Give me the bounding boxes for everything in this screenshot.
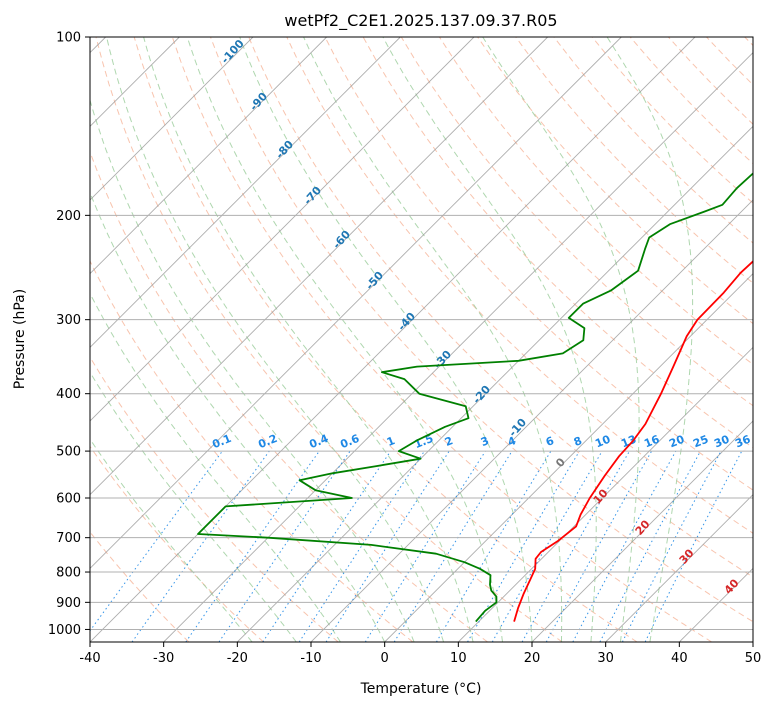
mixing-ratio-line: [298, 450, 425, 642]
x-tick-label: 10: [450, 651, 467, 666]
moist-adiabat-line: [90, 292, 341, 642]
mixing-ratio-line: [364, 450, 486, 642]
dry-adiabat-line: [171, 37, 712, 642]
mixing-ratio-label: 8: [572, 434, 584, 449]
isotherm-line: [90, 37, 327, 275]
x-tick-label: 40: [671, 651, 688, 666]
x-tick-label: -20: [227, 651, 248, 666]
dry-adiabat-line: [286, 37, 753, 534]
isotherm-line: [458, 346, 753, 642]
mixing-ratio-label: 3: [479, 434, 491, 449]
moist-adiabat-line: [186, 37, 503, 642]
mixing-ratio-label: 16: [642, 433, 661, 451]
y-tick-label: 900: [56, 596, 81, 611]
x-tick-label: 50: [745, 651, 762, 666]
isotherm-line: [531, 420, 753, 642]
y-tick-label: 400: [56, 387, 81, 402]
dry-adiabat-line: [90, 259, 414, 642]
isotherm-line: [237, 125, 753, 642]
isotherm-line: [163, 52, 753, 642]
moist-adiabat-line: [239, 37, 533, 642]
isotherm-line: [90, 37, 548, 496]
mixing-ratio-line: [185, 450, 320, 642]
y-tick-label: 300: [56, 313, 81, 328]
mixing-ratio-line: [325, 450, 450, 642]
mixing-ratio-label: 1: [385, 434, 397, 449]
mixing-ratio-label: 20: [667, 433, 686, 451]
isotherm-line: [90, 37, 401, 348]
isotherm-line: [90, 37, 696, 642]
dry-adiabat-line: [515, 37, 753, 284]
moist-adiabat-line: [303, 37, 563, 642]
y-tick-label: 800: [56, 566, 81, 581]
mixing-ratio-label: 36: [733, 433, 752, 451]
dewpoint-profile-line: [197, 172, 753, 623]
y-tick-label: 700: [56, 531, 81, 546]
moist-adiabat-line: [90, 438, 253, 642]
moist-adiabat-line: [382, 37, 597, 642]
x-tick-label: 20: [524, 651, 541, 666]
mixing-ratio-line: [393, 450, 513, 642]
chart-title: wetPf2_C2E1.2025.137.09.37.R05: [284, 11, 557, 31]
isotherm-line: [752, 641, 753, 642]
moist-adiabat-line: [482, 37, 640, 642]
dry-adiabat-line: [210, 37, 753, 623]
x-tick-label: -30: [153, 651, 174, 666]
plot-frame: [89, 36, 754, 643]
mixing-ratio-label: 2: [443, 434, 455, 449]
mixing-ratio-line: [262, 450, 392, 642]
mixing-ratio-label: 30: [712, 433, 731, 451]
moist-adiabat-line: [143, 37, 474, 642]
mixing-ratio-line: [599, 450, 701, 642]
y-tick-label: 1000: [48, 623, 81, 638]
mixing-ratio-line: [467, 450, 580, 642]
isotherm-line: [605, 494, 753, 642]
isotherm-line: [90, 37, 475, 422]
y-tick-label: 600: [56, 492, 81, 507]
dry-adiabat-line: [248, 37, 753, 578]
dry-adiabat-line: [133, 37, 638, 642]
y-tick-label: 100: [56, 31, 81, 46]
moist-adiabat-line: [90, 191, 386, 642]
mixing-ratio-line: [435, 450, 552, 642]
plot-background: [90, 37, 753, 642]
mixing-ratio-label: 25: [691, 433, 710, 451]
dry-adiabat-line: [324, 37, 753, 491]
isotherm-line: [90, 37, 254, 201]
moist-adiabat-line: [90, 371, 297, 642]
x-tick-label: 30: [597, 651, 614, 666]
temperature-profile-line: [513, 260, 753, 622]
isotherm-line: [90, 37, 622, 569]
dry-adiabat-line: [90, 445, 264, 642]
x-tick-label: -40: [79, 651, 100, 666]
moist-adiabat-line: [606, 37, 694, 642]
mixing-ratio-line: [218, 450, 351, 642]
y-axis-label: Pressure (hPa): [12, 289, 28, 389]
moist-adiabat-line: [106, 37, 445, 642]
isotherm-line: [310, 199, 753, 642]
y-tick-label: 200: [56, 209, 81, 224]
mixing-ratio-line: [572, 450, 677, 642]
mixing-ratio-label: 10: [593, 433, 612, 451]
mixing-ratio-label: 13: [619, 433, 638, 451]
y-tick-label: 500: [56, 445, 81, 460]
x-tick-label: 0: [381, 651, 389, 666]
dry-adiabat-line: [95, 37, 563, 642]
isotherm-line: [384, 273, 753, 642]
x-tick-label: -10: [300, 651, 321, 666]
x-axis-label: Temperature (°C): [360, 681, 482, 697]
